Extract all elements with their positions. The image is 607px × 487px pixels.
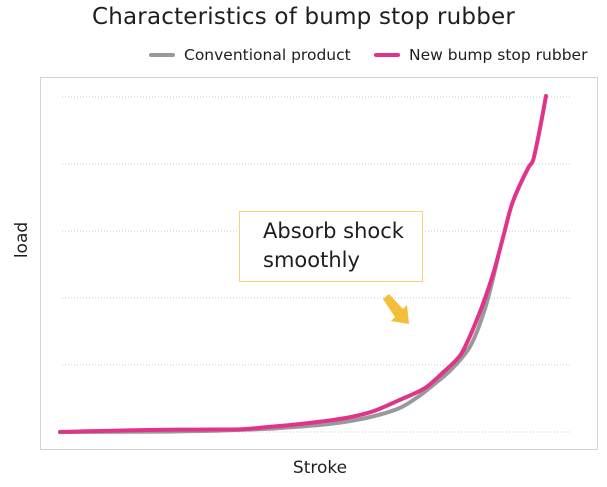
series-line-new	[58, 94, 548, 434]
legend-swatch-new	[374, 53, 400, 57]
legend-label-new: New bump stop rubber	[409, 46, 588, 64]
annotation-line-1: Absorb shock	[263, 219, 404, 243]
legend-swatch-conventional	[149, 53, 175, 57]
arrow-icon	[383, 294, 409, 324]
legend-item-conventional: Conventional product	[149, 44, 351, 66]
series-line-conventional	[58, 253, 501, 434]
annotation-callout: Absorb shock smoothly	[239, 211, 423, 282]
plot-area-frame	[40, 77, 598, 450]
x-axis-label: Stroke	[292, 458, 348, 478]
chart-title: Characteristics of bump stop rubber	[91, 4, 516, 30]
y-axis-label: load	[12, 221, 32, 259]
annotation-line-2: smoothly	[263, 248, 360, 272]
series-layer	[58, 94, 548, 434]
legend-label-conventional: Conventional product	[184, 46, 351, 64]
legend-item-new: New bump stop rubber	[374, 44, 587, 66]
